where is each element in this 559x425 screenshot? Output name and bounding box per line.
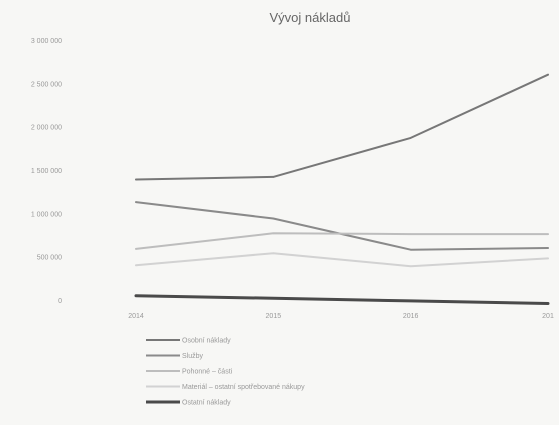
legend-label: Pohonné – části xyxy=(182,369,233,376)
data-point xyxy=(272,297,275,300)
data-point xyxy=(135,201,137,203)
data-point xyxy=(409,137,412,139)
series-lines xyxy=(134,73,550,305)
data-point xyxy=(409,300,412,302)
data-point xyxy=(272,176,275,178)
legend-label: Materiál – ostatní spotřebované nákupy xyxy=(182,384,305,391)
data-point xyxy=(547,233,549,235)
data-point xyxy=(409,248,412,251)
data-point xyxy=(272,217,275,220)
y-tick-label: 1 000 000 xyxy=(31,211,62,218)
data-point xyxy=(409,265,412,268)
x-tick-label: 2014 xyxy=(128,313,144,320)
series-line xyxy=(134,294,550,305)
data-point xyxy=(547,73,549,76)
series-line xyxy=(135,73,549,181)
x-tick-label: 201 xyxy=(542,313,554,320)
series-line xyxy=(135,232,549,250)
y-tick-label: 2 500 000 xyxy=(31,81,62,88)
legend-label: Služby xyxy=(182,353,204,360)
y-tick-label: 3 000 000 xyxy=(31,38,62,45)
data-point xyxy=(272,252,275,254)
y-tick-label: 500 000 xyxy=(37,255,62,262)
x-axis-ticks: 2014 2015 2016 201 xyxy=(128,313,554,320)
data-point xyxy=(547,257,549,260)
y-tick-label: 2 000 000 xyxy=(31,125,62,132)
data-point xyxy=(135,294,137,297)
y-tick-label: 0 xyxy=(58,298,62,305)
chart-title: Vývoj nákladů xyxy=(270,10,351,25)
y-axis-ticks: 0 500 000 1 000 000 1 500 000 2 000 000 2 500… xyxy=(31,38,62,305)
data-point xyxy=(135,264,137,267)
data-point xyxy=(409,233,412,235)
data-point xyxy=(547,247,549,249)
legend-label: Ostatní náklady xyxy=(182,400,231,407)
y-tick-label: 1 500 000 xyxy=(31,168,62,175)
series-line xyxy=(135,252,549,268)
legend: Osobní náklady Služby Pohonné – části Mater… xyxy=(146,338,305,407)
legend-label: Osobní náklady xyxy=(182,338,231,345)
data-point xyxy=(272,232,275,235)
data-point xyxy=(547,302,549,305)
data-point xyxy=(135,178,137,181)
x-tick-label: 2015 xyxy=(266,313,282,320)
data-point xyxy=(135,248,137,250)
x-tick-label: 2016 xyxy=(403,313,419,320)
